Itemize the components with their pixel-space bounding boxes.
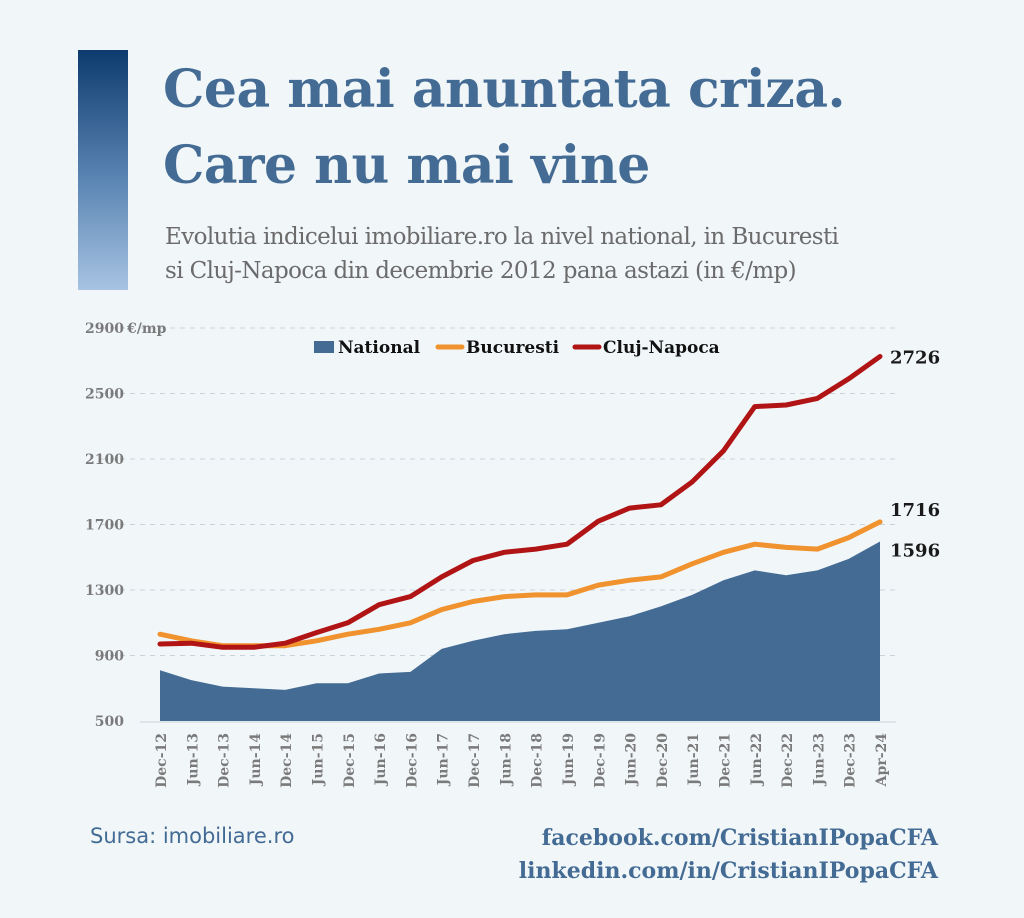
y-tick-label: 2500	[85, 387, 124, 403]
line-area-chart: 500 900 1300 1700 2100 2500 2900 €/mp Dec-12 Jun-…	[85, 321, 940, 788]
y-tick-label: 1300	[85, 583, 124, 599]
legend-label: Cluj-Napoca	[603, 338, 720, 358]
y-tick-label: 900	[95, 649, 124, 665]
series-line-cluj-napoca	[157, 354, 883, 650]
x-tick-label: Jun-16	[373, 733, 389, 787]
x-tick-label: Dec-18	[530, 733, 546, 788]
x-tick-label: Dec-13	[217, 733, 233, 788]
end-value-label: 1716	[890, 500, 940, 521]
legend-item: Bucuresti	[435, 338, 560, 358]
legend-label: National	[338, 338, 421, 358]
linkedin-link[interactable]: linkedin.com/in/CristianIPopaCFA	[518, 858, 938, 884]
x-tick-label: Jun-21	[686, 733, 702, 787]
legend-item: Cluj-Napoca	[572, 338, 720, 358]
title-line-1: Cea mai anuntata criza.	[163, 59, 846, 120]
x-tick-label: Jun-17	[436, 733, 452, 787]
legend-swatch	[314, 341, 334, 353]
x-tick-label: Jun-18	[498, 733, 514, 787]
facebook-link[interactable]: facebook.com/CristianIPopaCFA	[541, 825, 938, 851]
x-tick-label: Jun-15	[311, 733, 327, 787]
chart-subtitle: Evolutia indicelui imobiliare.ro la nive…	[165, 220, 995, 288]
y-tick-label: 2900	[85, 321, 124, 337]
x-tick-label: Dec-14	[279, 733, 295, 788]
accent-bar	[78, 50, 128, 290]
x-tick-label: Jun-20	[624, 733, 640, 788]
y-unit-label: €/mp	[126, 321, 167, 337]
series-area-national	[160, 541, 880, 721]
source-note: Sursa: imobiliare.ro	[90, 824, 295, 848]
legend: National Bucuresti Cluj-Napoca	[314, 338, 720, 358]
x-tick-label: Jun-13	[185, 733, 201, 787]
subtitle-line-1: Evolutia indicelui imobiliare.ro la nive…	[165, 224, 839, 250]
chart-title: Cea mai anuntata criza. Care nu mai vine	[163, 52, 1003, 204]
legend-label: Bucuresti	[466, 338, 560, 358]
y-tick-label: 1700	[85, 518, 124, 534]
end-value-label: 1596	[890, 541, 940, 562]
x-tick-label: Dec-16	[404, 733, 420, 788]
x-tick-label: Dec-23	[843, 733, 859, 788]
end-value-label: 2726	[890, 347, 940, 368]
x-tick-label: Apr-24	[874, 733, 890, 788]
x-tick-label: Jun-14	[248, 733, 264, 788]
subtitle-line-2: si Cluj-Napoca din decembrie 2012 pana a…	[165, 258, 797, 284]
x-tick-label: Dec-20	[655, 733, 671, 788]
x-tick-label: Dec-21	[717, 733, 733, 788]
y-tick-label: 500	[95, 714, 124, 730]
x-tick-label: Dec-17	[467, 733, 483, 788]
x-tick-label: Jun-19	[561, 733, 577, 787]
x-tick-label: Dec-12	[154, 733, 170, 788]
x-tick-label: Dec-22	[780, 733, 796, 788]
social-links: facebook.com/CristianIPopaCFA linkedin.c…	[519, 822, 938, 888]
x-tick-label: Jun-22	[749, 733, 765, 787]
x-tick-label: Dec-19	[592, 733, 608, 788]
legend-item: National	[314, 338, 421, 358]
x-tick-label: Dec-15	[342, 733, 358, 788]
x-tick-label: Jun-23	[811, 733, 827, 787]
title-line-2: Care nu mai vine	[163, 135, 650, 196]
y-tick-label: 2100	[85, 452, 124, 468]
